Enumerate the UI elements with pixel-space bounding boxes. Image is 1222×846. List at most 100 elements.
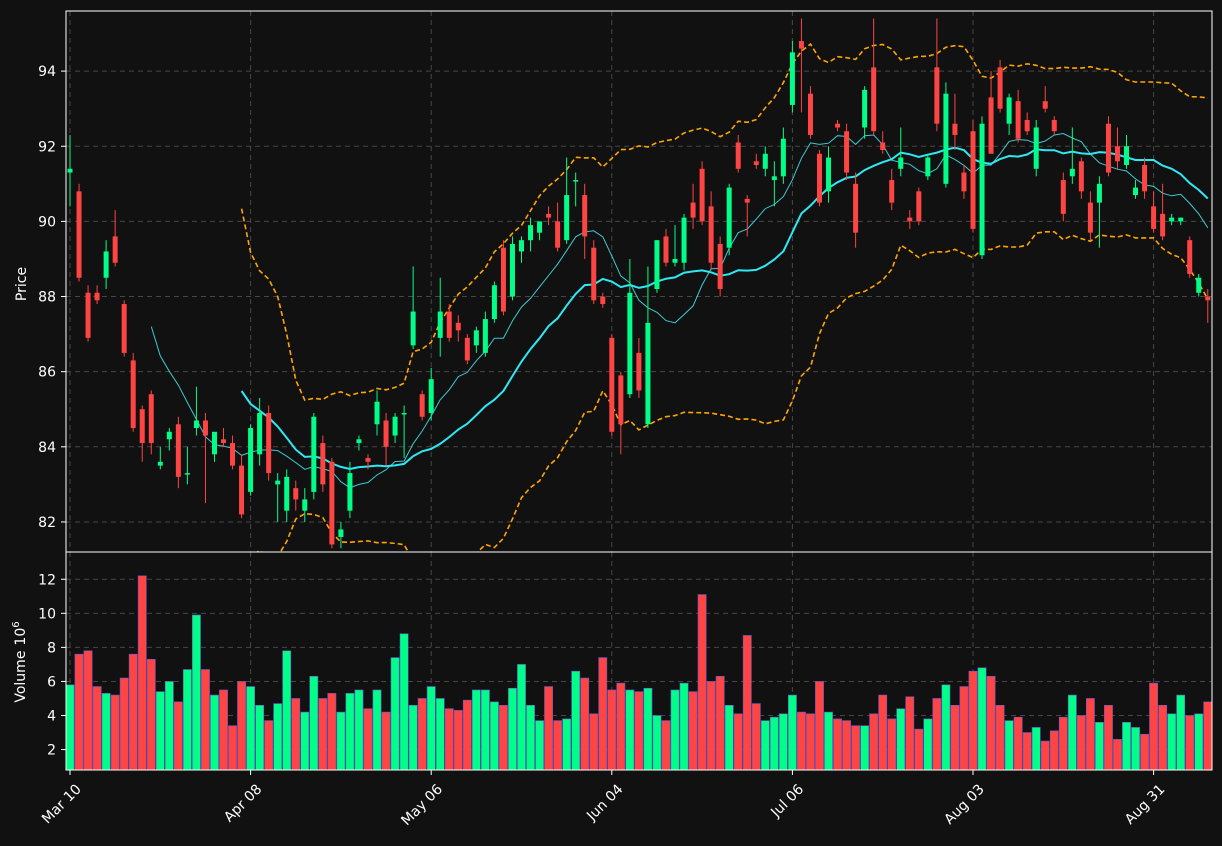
candle-body: [970, 131, 976, 229]
candle-body: [609, 337, 615, 432]
volume-bar: [932, 698, 942, 770]
candle-body: [555, 221, 561, 248]
volume-bar: [273, 703, 283, 770]
volume-bar: [571, 670, 581, 770]
candle-body: [446, 311, 452, 338]
candle-body: [193, 420, 199, 429]
volume-bar: [381, 711, 391, 770]
candle-body: [654, 240, 660, 290]
volume-bar: [598, 657, 608, 770]
volume-bar: [968, 670, 978, 770]
volume-bar: [237, 681, 246, 770]
volume-bar: [354, 689, 364, 770]
volume-bar: [652, 715, 662, 770]
candle-body: [112, 236, 118, 263]
volume-bar: [986, 676, 996, 770]
volume-bar: [1194, 713, 1204, 770]
candle-body: [437, 311, 443, 338]
candle-body: [988, 97, 994, 154]
volume-bar: [806, 713, 815, 770]
candle-body: [744, 198, 750, 203]
volume-bar: [173, 701, 183, 770]
volume-bar: [444, 708, 454, 770]
candle-body: [293, 488, 299, 500]
volume-bar: [1031, 727, 1041, 770]
candle-body: [1151, 206, 1157, 229]
volume-bar: [977, 667, 987, 770]
candle-body: [1024, 119, 1030, 132]
volume-bar: [164, 681, 174, 770]
candle-body: [771, 176, 777, 181]
bollinger-lower-line: [255, 231, 1209, 552]
candle-body: [862, 89, 868, 128]
volume-bar: [643, 687, 653, 770]
candle-body: [365, 458, 371, 462]
candle-body: [907, 217, 913, 222]
candle-body: [284, 476, 290, 511]
candle-body: [455, 322, 461, 331]
candle-body: [880, 142, 886, 151]
candle-body: [582, 195, 588, 237]
candle-body: [717, 243, 723, 290]
volume-bar: [508, 687, 517, 770]
candle-body: [500, 247, 506, 312]
candle-body: [537, 221, 543, 233]
volume-bar: [1167, 713, 1177, 770]
volume-bar: [589, 713, 599, 770]
volume-bar: [778, 713, 788, 770]
price-tick-label: 82: [38, 515, 56, 531]
candle-body: [329, 461, 335, 545]
volume-bar: [363, 708, 373, 770]
candle-body: [690, 202, 696, 218]
candle-body: [546, 213, 552, 218]
volume-tick-label: 2: [47, 743, 56, 759]
price-tick-label: 94: [38, 64, 56, 80]
volume-bar: [995, 704, 1005, 770]
volume-bar: [860, 725, 870, 770]
candle-body: [1069, 168, 1075, 177]
volume-bar: [535, 720, 544, 770]
candle-body: [1133, 187, 1139, 196]
volume-bar: [137, 575, 147, 770]
candle-body: [663, 236, 669, 263]
volume-bar: [300, 711, 310, 770]
volume-bar: [887, 718, 897, 770]
candle-body: [519, 240, 524, 252]
candle-body: [789, 52, 795, 105]
price-tick-label: 92: [38, 139, 56, 155]
candle-body: [826, 157, 832, 192]
candle-body: [952, 123, 958, 135]
candle-body: [699, 168, 705, 222]
moving-average-slow-line: [240, 146, 1209, 471]
candle-body: [636, 352, 642, 391]
volume-bar: [553, 720, 563, 770]
volume-bar: [390, 657, 400, 770]
volume-bar: [92, 686, 102, 770]
volume-bar: [1067, 694, 1077, 770]
volume-bar: [1113, 739, 1122, 770]
volume-bar: [1049, 730, 1059, 770]
volume-bar: [797, 711, 806, 770]
volume-bar: [1085, 698, 1095, 770]
volume-bar: [1122, 722, 1131, 770]
volume-bar: [182, 669, 192, 770]
volume-bar: [661, 720, 671, 770]
volume-bar: [480, 689, 490, 770]
candle-body: [997, 67, 1003, 109]
candle-body: [221, 439, 227, 444]
volume-bar: [517, 664, 526, 770]
price-tick-label: 90: [38, 214, 56, 230]
candle-body: [528, 225, 534, 241]
candle-body: [419, 394, 425, 417]
candle-body: [94, 292, 100, 301]
volume-bar: [74, 653, 84, 770]
volume-bar: [544, 686, 553, 770]
candle-body: [1015, 101, 1021, 139]
candle-body: [943, 93, 949, 184]
candle-body: [130, 360, 136, 429]
candle-body: [491, 285, 497, 320]
volume-bar: [210, 694, 219, 770]
candle-body: [266, 412, 272, 474]
candle-body: [1114, 146, 1120, 162]
panel-frames: [65, 10, 1213, 771]
